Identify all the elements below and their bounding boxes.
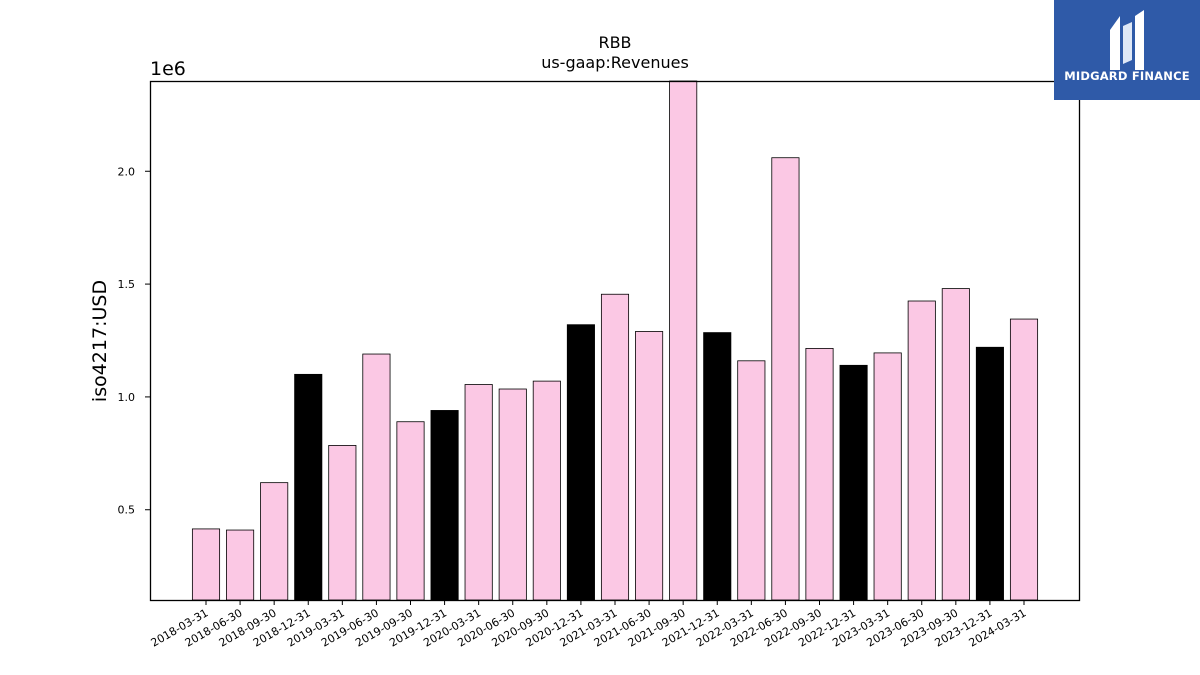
bar-2018-12-31	[294, 373, 323, 601]
y-tick-label: 1.5	[118, 278, 136, 291]
bar-2022-09-30	[805, 347, 834, 601]
bar-2021-03-31	[600, 293, 630, 601]
bar-2021-12-31	[703, 332, 732, 601]
bar-2020-03-31	[464, 384, 493, 601]
chart-subtitle: us-gaap:Revenues	[541, 53, 689, 72]
bar-2024-03-31	[1009, 318, 1039, 601]
y-tick-label: 2.0	[118, 165, 136, 178]
y-tick-label: 0.5	[118, 504, 136, 517]
bar-2023-09-30	[941, 288, 970, 601]
y-axis-ticks: 0.5 1.0 1.5 2.0	[118, 165, 150, 517]
logo-text: MIDGARD FINANCE	[1064, 69, 1190, 83]
y-axis-offset-label: 1e6	[150, 58, 186, 80]
y-axis-label: iso4217:USD	[89, 280, 111, 402]
bar-2023-06-30	[907, 300, 936, 601]
plot-frame	[149, 80, 1081, 602]
bar-2021-09-30	[669, 80, 698, 601]
bar-2018-03-31	[191, 528, 221, 601]
bar-2019-06-30	[362, 353, 391, 601]
bar-2023-03-31	[873, 352, 902, 601]
bar-2020-09-30	[532, 380, 561, 601]
x-axis-ticks: 2018-03-312018-06-302018-09-302018-12-31…	[149, 600, 1029, 650]
bar-2019-09-30	[396, 421, 425, 601]
bar-2022-03-31	[737, 360, 766, 601]
bar-2021-06-30	[635, 331, 664, 601]
bar-2022-12-31	[839, 364, 868, 601]
bar-2019-03-31	[328, 445, 357, 601]
bar-series	[191, 80, 1039, 601]
y-tick-label: 1.0	[118, 391, 136, 404]
bar-2020-06-30	[498, 388, 527, 601]
bar-2018-06-30	[226, 529, 255, 601]
bar-2018-09-30	[260, 482, 289, 601]
bar-2023-12-31	[975, 346, 1004, 601]
bar-2022-06-30	[771, 157, 800, 601]
bar-2020-12-31	[566, 324, 595, 601]
midgard-finance-logo: MIDGARD FINANCE	[1054, 0, 1200, 100]
chart-title: RBB	[598, 33, 631, 52]
midgard-logo-icon	[1110, 10, 1144, 70]
bar-2019-12-31	[430, 410, 459, 601]
